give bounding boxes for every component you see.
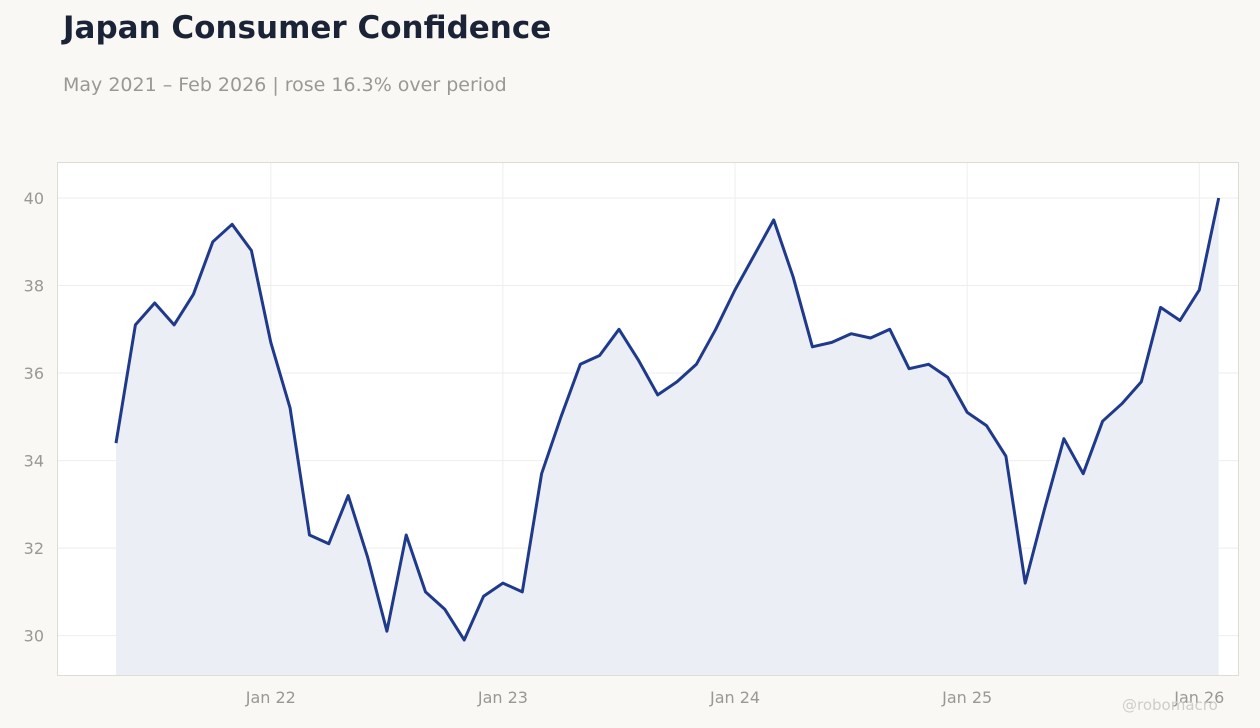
y-tick-label: 32 <box>24 539 44 558</box>
y-tick-label: 38 <box>24 277 44 296</box>
y-tick-label: 34 <box>24 452 44 471</box>
x-tick-label: Jan 23 <box>477 688 528 707</box>
chart-subtitle: May 2021 – Feb 2026 | rose 16.3% over pe… <box>63 74 507 96</box>
y-axis-ticks: 30 32 34 36 38 40 <box>24 189 44 646</box>
x-axis-ticks: Jan 22 Jan 23 Jan 24 Jan 25 Jan 26 <box>245 688 1225 707</box>
watermark: @robomacro <box>1122 696 1218 714</box>
chart-title: Japan Consumer Confidence <box>63 10 552 46</box>
series-line <box>114 197 1221 642</box>
y-tick-label: 40 <box>24 189 44 208</box>
y-tick-label: 36 <box>24 364 44 383</box>
x-tick-label: Jan 26 <box>1173 688 1224 707</box>
x-tick-label: Jan 24 <box>709 688 760 707</box>
y-tick-label: 30 <box>24 627 44 646</box>
x-tick-label: Jan 25 <box>941 688 992 707</box>
x-tick-label: Jan 22 <box>245 688 296 707</box>
area-fill <box>116 198 1219 675</box>
